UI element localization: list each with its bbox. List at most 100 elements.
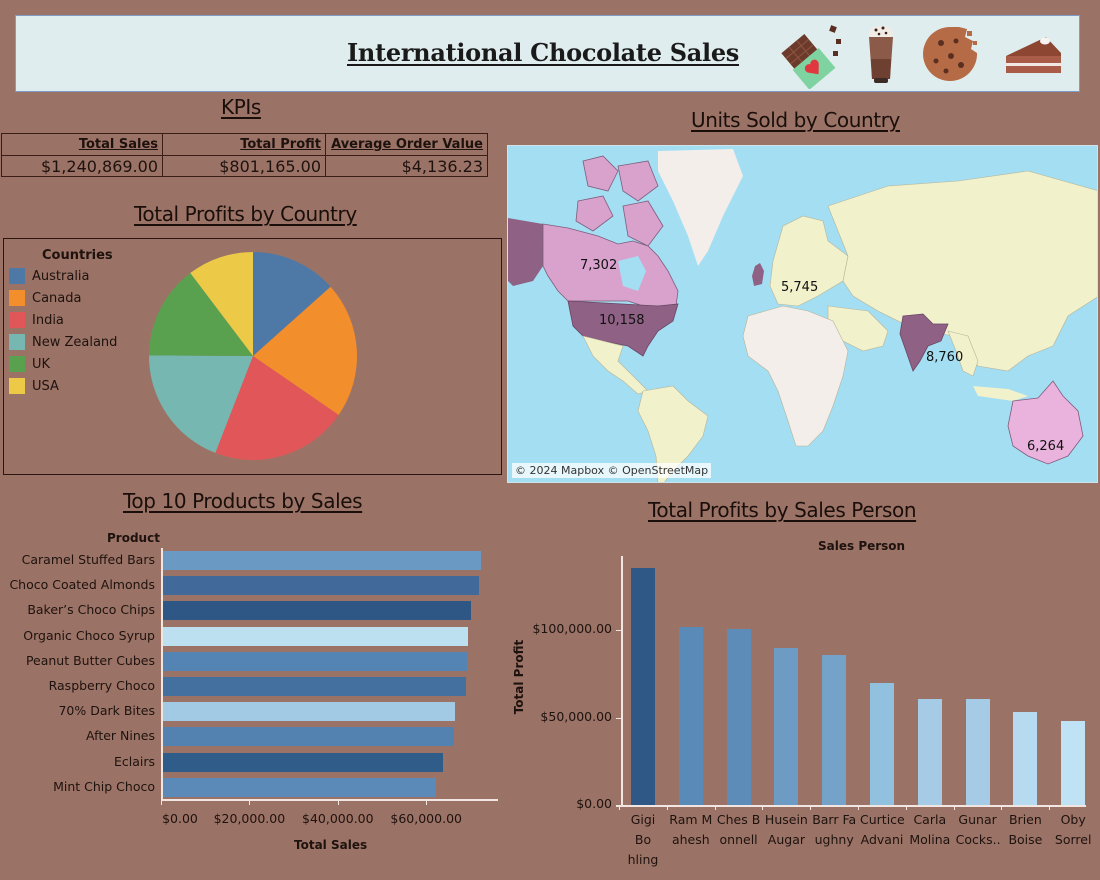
product-bar[interactable] xyxy=(162,777,436,797)
cake-slice-icon xyxy=(1001,19,1066,89)
product-bar[interactable] xyxy=(162,551,481,570)
salesperson-bar[interactable] xyxy=(822,654,847,805)
y-tick xyxy=(616,717,622,719)
salesperson-y-axis-title: Total Profit xyxy=(512,639,526,715)
x-tick-label: $20,000.00 xyxy=(213,811,286,826)
map-attribution[interactable]: © 2024 Mapbox © OpenStreetMap xyxy=(512,463,712,478)
kpi-header-avg-order-value: Average Order Value xyxy=(325,133,488,156)
legend-label: UK xyxy=(32,356,51,372)
x-tick-label: $60,000.00 xyxy=(390,811,462,826)
pie-chart-panel: Countries Australia Canada India New Zea… xyxy=(3,238,502,475)
map-title: Units Sold by Country xyxy=(691,108,900,132)
salesperson-bar[interactable] xyxy=(965,699,990,805)
x-tick xyxy=(858,805,859,810)
products-chart-title: Top 10 Products by Sales xyxy=(123,489,363,513)
legend-label: Australia xyxy=(32,268,90,284)
product-bar[interactable] xyxy=(162,752,443,772)
legend-item-australia[interactable]: Australia xyxy=(9,267,90,285)
product-label: Peanut Butter Cubes xyxy=(25,652,155,668)
kpi-value-avg-order-value: $4,136.23 xyxy=(325,155,488,177)
product-label: Mint Chip Choco xyxy=(53,778,155,794)
products-y-axis xyxy=(161,548,163,800)
kpi-value-total-profit: $801,165.00 xyxy=(162,155,326,177)
salesperson-axis-header: Sales Person xyxy=(818,539,906,553)
product-bar[interactable] xyxy=(162,727,455,747)
salesperson-bar[interactable] xyxy=(1061,721,1086,805)
kpi-header-total-sales: Total Sales xyxy=(1,133,163,156)
x-tick xyxy=(810,805,812,810)
legend-item-usa[interactable]: USA xyxy=(9,377,59,395)
salesperson-bar[interactable] xyxy=(1013,712,1038,805)
y-tick-label: $100,000.00 xyxy=(532,621,612,636)
y-tick xyxy=(616,630,622,631)
x-tick xyxy=(426,800,428,805)
product-label: Caramel Stuffed Bars xyxy=(21,552,155,567)
legend-swatch xyxy=(9,290,25,306)
legend-item-india[interactable]: India xyxy=(9,311,64,329)
product-label: Eclairs xyxy=(113,753,155,769)
product-label: 70% Dark Bites xyxy=(58,703,155,719)
legend-swatch xyxy=(9,356,25,372)
salesperson-label: Curtice Advani xyxy=(860,812,905,847)
x-tick xyxy=(161,800,162,805)
product-label: Organic Choco Syrup xyxy=(23,627,155,643)
salesperson-x-axis xyxy=(616,805,1086,807)
map-label-australia: 6,264 xyxy=(1027,439,1065,454)
products-x-axis xyxy=(161,799,498,801)
map-label-canada: 7,302 xyxy=(580,258,618,273)
legend-item-new-zealand[interactable]: New Zealand xyxy=(9,333,117,351)
legend-item-canada[interactable]: Canada xyxy=(9,289,81,307)
salesperson-label: Oby Sorrel xyxy=(1054,812,1092,847)
product-bar[interactable] xyxy=(162,576,480,596)
legend-label: Canada xyxy=(32,290,82,306)
salesperson-bar[interactable] xyxy=(678,627,703,805)
legend-label: India xyxy=(32,312,64,328)
kpi-header-total-profit: Total Profit xyxy=(162,133,326,156)
salesperson-bar[interactable] xyxy=(631,567,655,805)
product-bar[interactable] xyxy=(162,677,466,696)
pie-slice-usa[interactable] xyxy=(190,252,253,356)
salesperson-y-axis xyxy=(621,556,623,806)
product-label: Choco Coated Almonds xyxy=(9,577,155,593)
salesperson-bar[interactable] xyxy=(870,682,894,805)
units-sold-map[interactable]: 7,302 10,158 5,745 8,760 6,264 © 2024 Ma… xyxy=(507,145,1098,483)
pie-slice-uk[interactable] xyxy=(149,273,253,356)
x-tick xyxy=(762,805,764,810)
product-label: After Nines xyxy=(86,728,155,744)
x-tick xyxy=(666,805,668,810)
salesperson-bar[interactable] xyxy=(917,699,942,805)
products-axis-header: Product xyxy=(107,531,160,545)
product-bar[interactable] xyxy=(162,626,469,646)
cookie-icon xyxy=(921,19,981,89)
salesperson-label: Gigi Bo hling xyxy=(627,812,659,867)
products-x-axis-title: Total Sales xyxy=(294,838,368,852)
product-bar[interactable] xyxy=(162,702,455,722)
legend-swatch xyxy=(9,334,25,350)
legend-title: Countries xyxy=(42,248,113,263)
salesperson-bar[interactable] xyxy=(774,648,799,805)
pie-slice-canada[interactable] xyxy=(253,286,357,415)
pie-chart-title: Total Profits by Country xyxy=(134,202,357,226)
kpi-value-total-sales: $1,240,869.00 xyxy=(1,155,163,177)
pie-chart[interactable] xyxy=(147,250,359,462)
pie-slice-india[interactable] xyxy=(215,356,339,460)
pie-slice-new-zealand[interactable] xyxy=(149,355,253,453)
x-tick xyxy=(619,805,620,810)
product-bar[interactable] xyxy=(162,651,467,671)
legend-swatch xyxy=(9,268,25,284)
salesperson-bar[interactable] xyxy=(726,629,751,805)
product-bar[interactable] xyxy=(162,601,472,621)
dashboard-header: International Chocolate Sales xyxy=(15,15,1080,92)
salesperson-chart-title: Total Profits by Sales Person xyxy=(648,498,917,522)
y-tick xyxy=(616,805,622,806)
world-map xyxy=(508,149,1097,482)
y-tick-label: $0.00 xyxy=(576,796,612,811)
x-tick xyxy=(1001,805,1003,810)
legend-item-uk[interactable]: UK xyxy=(9,355,50,373)
kpis-title: KPIs xyxy=(221,95,261,119)
product-label: Baker’s Choco Chips xyxy=(27,602,155,618)
pie-slice-australia[interactable] xyxy=(253,252,331,356)
dashboard-title: International Chocolate Sales xyxy=(347,38,739,67)
chocolate-bar-icon xyxy=(776,19,846,90)
